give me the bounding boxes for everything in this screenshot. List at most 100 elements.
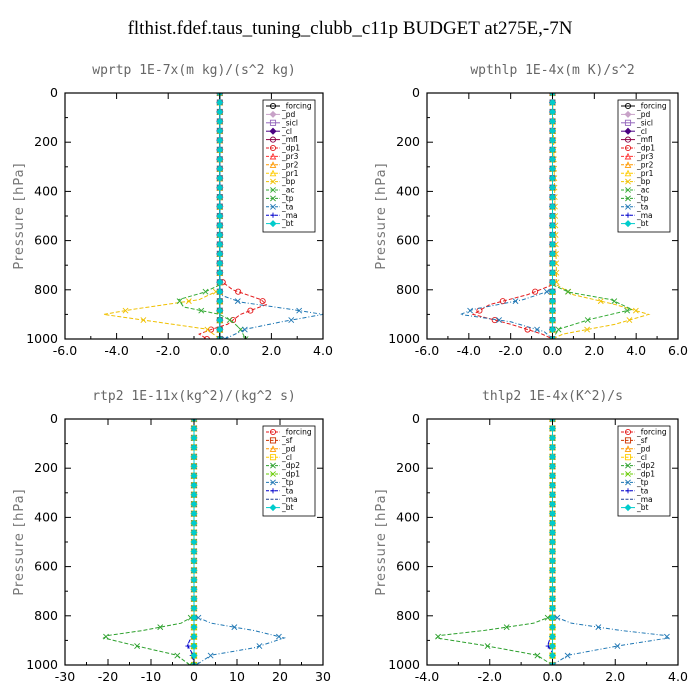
data-point [216,316,224,324]
legend-entry: _pr2 [281,160,299,169]
y-axis-title: Pressure [hPa] [374,488,389,595]
data-point [288,317,295,323]
data-point [157,624,164,631]
legend-entry: _mfl [636,135,653,144]
y-tick-label: 200 [34,460,58,475]
data-point [548,623,557,631]
data-point [204,326,211,333]
legend-entry: _forcing [636,102,667,111]
x-tick-label: -10 [141,669,161,684]
data-point [190,547,198,555]
series-line-bp [103,93,221,339]
data-point [134,643,141,649]
chart-panel-4: thlp2 1E-4x(K^2)/s Pressure [hPa] -4.0 -2.0… [374,389,688,684]
legend-entry: _tp [636,194,649,203]
legend-marker [624,152,632,160]
data-point [216,174,224,182]
legend-entry: _bt [281,219,294,228]
data-point [584,326,591,333]
data-point [548,538,557,546]
legend-marker [270,195,276,202]
y-tick-label: 800 [34,282,58,297]
legend-marker [624,169,632,177]
data-point [548,193,557,201]
data-point [190,623,198,631]
data-point [190,491,198,499]
legend-marker [624,428,632,436]
legend-entry: _forcing [281,428,312,437]
legend-marker [625,488,631,494]
legend-entry: _dp1 [636,470,655,479]
data-point [198,307,205,314]
data-point [216,278,224,286]
legend-entry: _ma [636,211,653,220]
data-point [584,317,591,323]
data-point [241,326,248,333]
data-point [190,652,198,660]
chart-panel-2: wpthlp 1E-4x(m K)/s^2 Pressure [hPa] -6.0 -… [374,63,688,358]
legend-marker [270,187,276,193]
data-point [186,662,193,665]
legend-entry: _forcing [281,102,312,111]
data-point [216,297,224,305]
legend: _forcing_pd_sicl_cl_mfl_dp1_pr3_pr2_pr1_… [617,99,671,233]
data-point [503,624,510,631]
legend-entry: _dp1 [281,470,300,479]
x-tick-label: 0.0 [543,343,563,358]
legend-marker [269,110,277,118]
series-line-ta [219,93,323,339]
legend-marker [269,428,277,436]
series-line-dp2 [435,419,553,665]
data-point [611,298,618,305]
data-point [548,307,557,315]
data-point [484,643,491,649]
series-line-tp [552,419,670,665]
data-point [548,510,557,518]
y-tick-label: 400 [396,509,420,524]
data-point [548,453,557,461]
data-point [176,298,183,305]
data-point [548,462,557,470]
series-line-ta [458,93,553,339]
y-tick-label: 800 [396,282,420,297]
data-point [231,624,238,631]
data-point [216,221,224,229]
data-point [216,98,224,106]
data-point [216,231,224,239]
data-point [216,165,224,173]
data-point [190,642,198,650]
data-point [548,566,557,574]
series-group [458,93,651,339]
data-point [140,317,147,323]
data-point [548,481,557,489]
legend-marker [270,488,276,494]
x-tick-label: -4.0 [415,669,439,684]
data-point [190,453,198,461]
data-point [548,519,557,527]
data-point [595,624,602,631]
data-point [226,317,233,323]
data-point [548,212,557,220]
data-point [534,326,540,333]
legend-box [262,425,316,517]
legend-marker [624,127,632,135]
data-point [190,529,198,537]
legend-marker [269,152,277,160]
y-tick-label: 400 [34,183,58,198]
data-point [548,117,557,125]
data-point [548,250,557,258]
data-point [185,643,191,649]
data-point [548,269,557,277]
data-point [216,146,224,154]
data-point [202,288,209,295]
data-point [548,585,557,593]
legend-marker [624,119,632,126]
legend-entry: _sf [281,436,293,445]
data-point [532,288,539,295]
y-tick-label: 200 [396,134,420,149]
data-point [190,424,198,432]
y-tick-label: 1000 [388,657,420,672]
series-line-ac [177,93,247,339]
y-tick-label: 800 [396,608,420,623]
legend-entry: _pr1 [636,169,654,178]
